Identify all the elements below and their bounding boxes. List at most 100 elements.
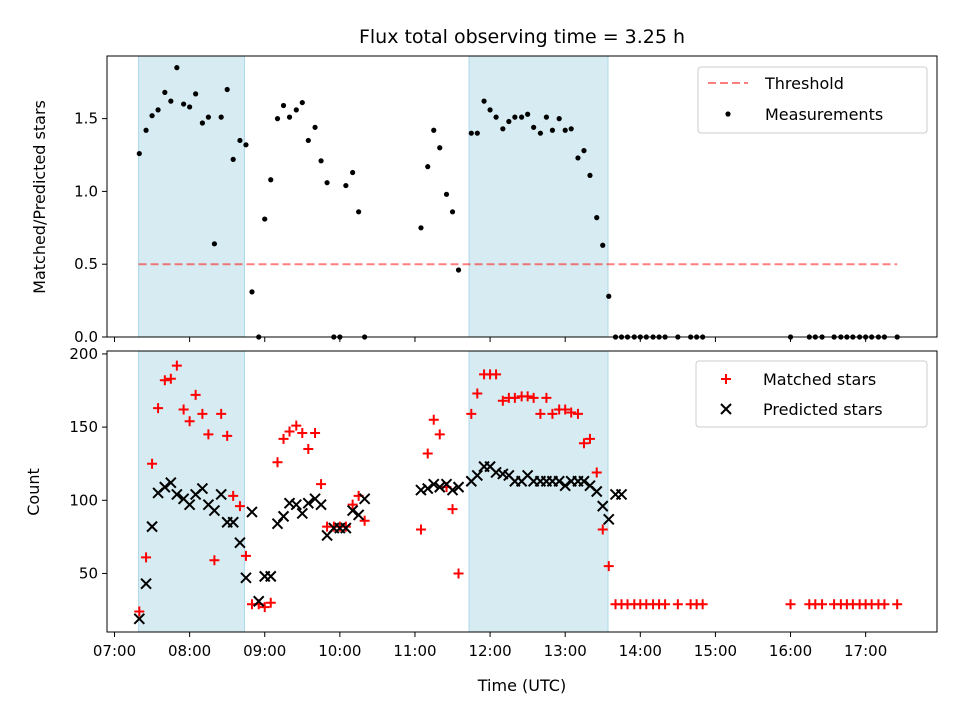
x-tick-label: 12:00 <box>468 642 511 660</box>
measurement-point <box>324 180 330 186</box>
measurement-point <box>230 156 236 162</box>
bottom-y-axis: 50 100 150 200 <box>69 345 107 582</box>
y-tick-label: 1.0 <box>74 182 98 200</box>
predicted-stars-point <box>615 488 628 501</box>
predicted-stars-point <box>290 498 302 511</box>
measurement-point <box>455 267 462 273</box>
matched-stars-point <box>697 599 708 610</box>
measurement-point <box>543 114 550 120</box>
measurement-point <box>187 104 193 110</box>
x-tick-label: 16:00 <box>769 642 812 660</box>
matched-stars-point <box>265 597 276 608</box>
legend-predicted-swatch <box>720 403 732 415</box>
matched-stars-point <box>453 568 464 579</box>
matched-stars-point <box>310 427 321 438</box>
matched-stars-point <box>422 448 433 459</box>
top-y-axis: 0.0 0.5 1.0 1.5 <box>74 110 107 346</box>
predicted-stars-point <box>253 595 265 607</box>
measurement-point <box>568 126 574 132</box>
measurement-point <box>224 86 230 93</box>
measurement-point <box>556 116 562 122</box>
measurement-point <box>211 241 218 247</box>
predicted-stars-point <box>315 498 327 511</box>
matched-stars-point <box>297 427 308 438</box>
predicted-stars-point <box>171 488 183 501</box>
measurement-point <box>237 137 243 144</box>
measurement-point <box>525 111 531 117</box>
measurement-point <box>437 145 443 151</box>
legend-measurements-label: Measurements <box>765 105 883 124</box>
top-panel: 0.0 0.5 1.0 1.5 Matched/Predicted stars Thr… <box>30 55 938 346</box>
predicted-stars-point <box>358 493 371 505</box>
matched-stars-point <box>541 392 552 403</box>
matched-stars-point <box>240 550 251 561</box>
measurement-point <box>343 182 349 189</box>
predicted-stars-point <box>146 520 158 533</box>
measurement-point <box>350 169 356 176</box>
predicted-stars-point <box>340 522 352 534</box>
predicted-stars-point <box>428 478 440 490</box>
predicted-stars-point <box>422 482 434 495</box>
measurement-point <box>205 114 212 120</box>
matched-stars-point <box>184 416 195 427</box>
matched-stars-point <box>491 369 502 380</box>
matched-stars-point <box>159 375 170 386</box>
matched-stars-point <box>603 561 614 572</box>
measurement-point <box>531 124 537 130</box>
matched-stars-point <box>153 403 164 414</box>
measurement-point <box>136 150 142 157</box>
top-plot-frame <box>106 55 938 338</box>
x-tick-label: 07:00 <box>93 642 136 660</box>
x-axis-label: Time (UTC) <box>477 676 566 695</box>
measurement-point <box>443 191 450 197</box>
matched-stars-point <box>472 388 483 399</box>
x-tick-label: 15:00 <box>694 642 737 660</box>
matched-stars-point <box>272 457 283 468</box>
matched-stars-point <box>578 438 589 449</box>
measurement-point <box>168 98 174 104</box>
matched-stars-point <box>466 408 477 419</box>
bottom-shading-layer <box>138 350 609 633</box>
matched-stars-point <box>434 429 445 440</box>
measurement-point <box>449 209 456 215</box>
matched-stars-point <box>522 391 533 402</box>
top-legend-box <box>697 66 928 134</box>
predicted-stars-point <box>183 498 196 511</box>
matched-stars-point <box>447 504 458 515</box>
measurement-point <box>468 130 474 136</box>
matched-stars-point <box>560 404 571 415</box>
measurement-point <box>587 172 593 178</box>
measurement-point <box>249 289 255 295</box>
x-tick-label: 10:00 <box>318 642 361 660</box>
measurement-point <box>562 127 568 133</box>
bottom-panel: 07:00 08:00 09:00 10:00 11:00 12:00 13:00 14:00… <box>24 345 938 695</box>
measurement-point <box>149 113 155 119</box>
measurement-point <box>312 124 318 130</box>
y-tick-label: 50 <box>79 564 98 582</box>
measurement-point <box>280 102 287 109</box>
matched-stars-point <box>415 524 426 535</box>
measurement-point <box>268 177 274 183</box>
matched-stars-point <box>817 599 828 610</box>
matched-stars-point <box>134 606 145 617</box>
y-tick-label: 0.0 <box>74 328 98 346</box>
matched-stars-point <box>278 433 289 444</box>
predicted-stars-point <box>591 485 603 498</box>
matched-stars-point <box>147 458 158 469</box>
measurement-point <box>606 293 612 299</box>
measurement-point <box>274 116 281 122</box>
matched-stars-point <box>178 404 189 415</box>
predicted-stars-point <box>165 477 177 489</box>
matched-stars-point <box>141 552 152 563</box>
predicted-stars-point <box>196 482 209 495</box>
top-x-ticks <box>114 337 867 342</box>
legend-threshold-label: Threshold <box>764 74 844 93</box>
predicted-stars-point <box>452 481 465 493</box>
predicted-stars-point <box>265 570 277 583</box>
matched-stars-point <box>234 501 245 512</box>
bottom-x-axis: 07:00 08:00 09:00 10:00 11:00 12:00 13:00 14:00… <box>93 632 887 660</box>
x-tick-label: 13:00 <box>544 642 587 660</box>
predicted-stars-point <box>352 509 365 521</box>
x-tick-label: 14:00 <box>619 642 662 660</box>
matched-stars-point <box>879 599 890 610</box>
